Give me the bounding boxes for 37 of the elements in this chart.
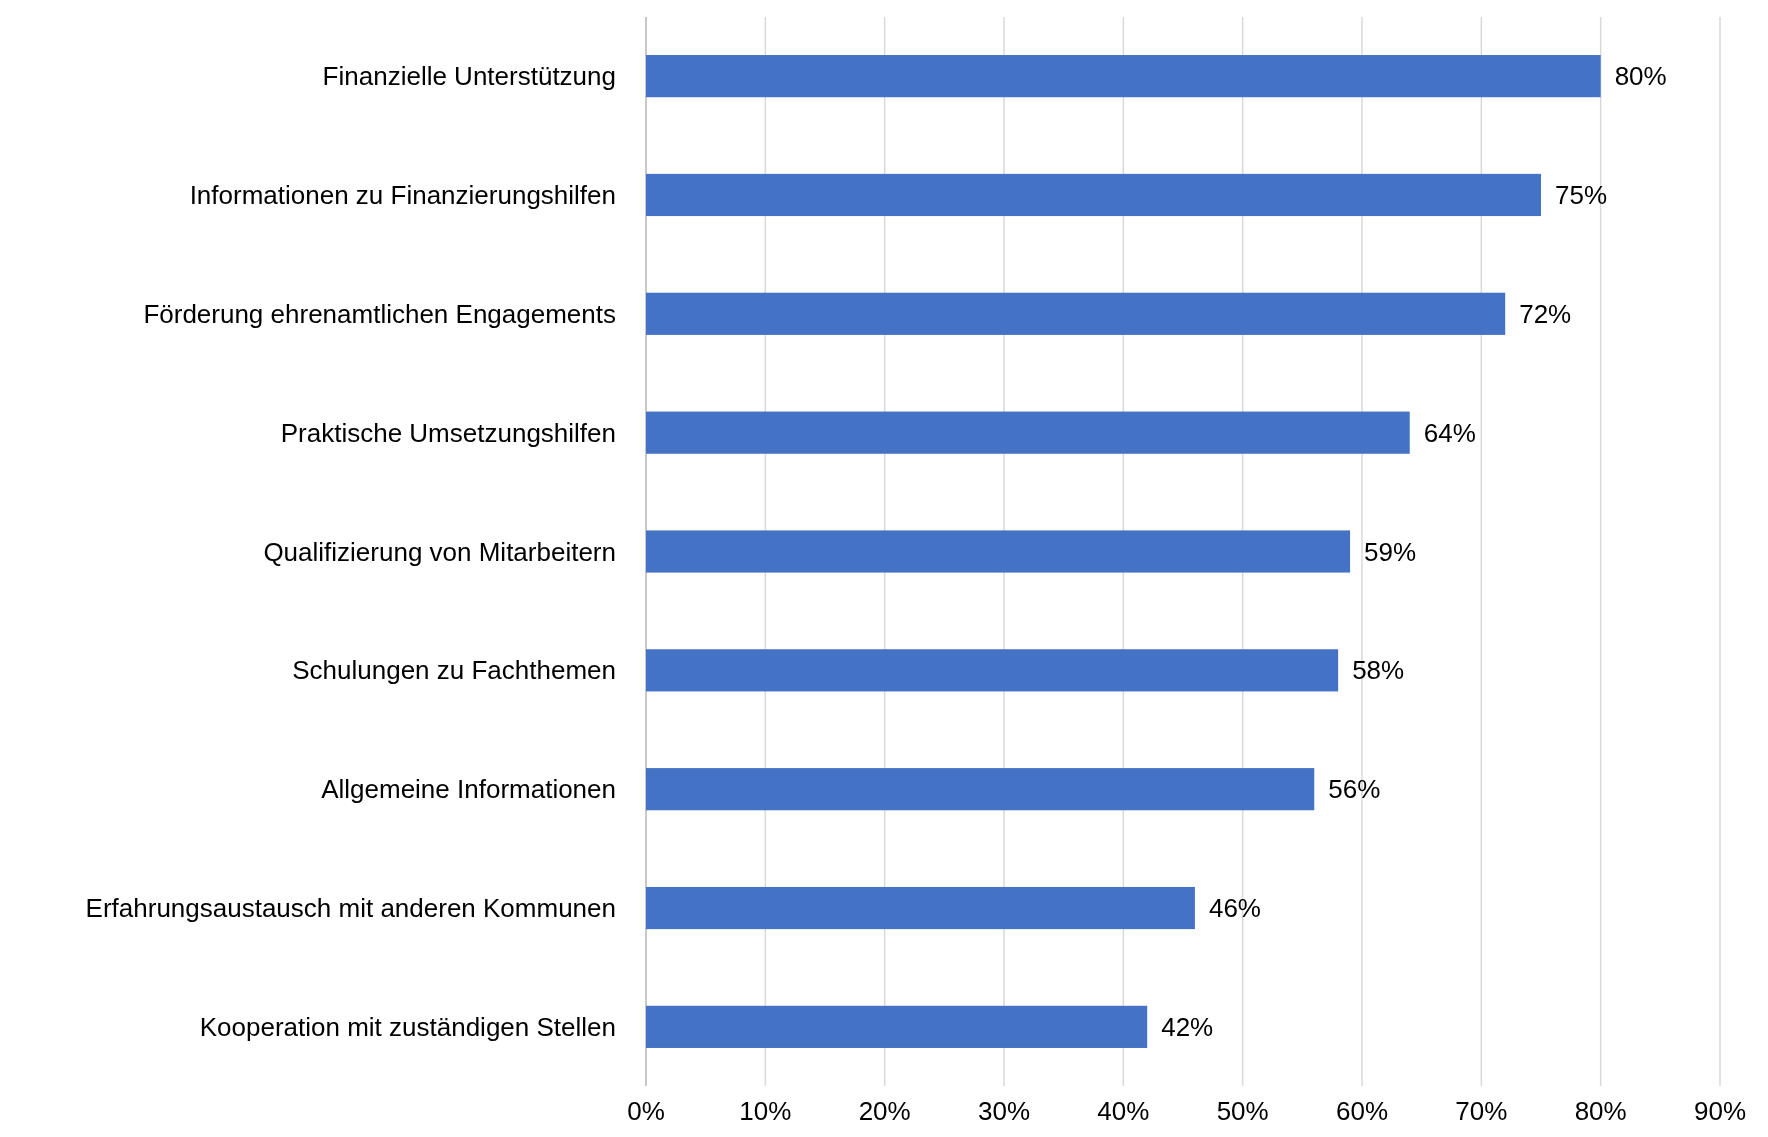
- bar: [646, 292, 1506, 335]
- x-tick-label: 80%: [1574, 1096, 1627, 1126]
- bar: [646, 55, 1601, 98]
- x-tick-label: 60%: [1335, 1096, 1389, 1126]
- data-label: 64%: [1423, 417, 1476, 448]
- data-label: 42%: [1161, 1011, 1214, 1042]
- data-label: 59%: [1364, 536, 1417, 567]
- x-tick-label: 70%: [1455, 1096, 1508, 1126]
- y-tick-label: Qualifizierung von Mitarbeitern: [263, 536, 616, 567]
- y-tick-label: Schulungen zu Fachthemen: [292, 655, 616, 686]
- data-label: 72%: [1519, 298, 1572, 329]
- data-label: 75%: [1555, 180, 1608, 211]
- y-tick-label: Informationen zu Finanzierungshilfen: [189, 180, 616, 211]
- bar: [646, 530, 1351, 573]
- x-tick-label: 20%: [858, 1096, 911, 1126]
- bar: [646, 886, 1195, 930]
- bar: [646, 1005, 1148, 1048]
- x-tick-label: 0%: [627, 1096, 665, 1126]
- data-label: 56%: [1328, 774, 1381, 805]
- data-label: 80%: [1614, 61, 1667, 92]
- x-tick-label: 50%: [1216, 1096, 1269, 1126]
- bar: [646, 649, 1339, 692]
- y-tick-label: Erfahrungsaustausch mit anderen Kommunen: [85, 893, 616, 924]
- bar: [646, 173, 1541, 217]
- x-tick-label: 10%: [739, 1096, 792, 1126]
- data-label: 58%: [1352, 655, 1405, 686]
- y-tick-label: Finanzielle Unterstützung: [322, 61, 616, 92]
- data-label: 46%: [1208, 893, 1261, 924]
- x-tick-label: 40%: [1097, 1096, 1150, 1126]
- x-tick-label: 30%: [977, 1096, 1031, 1126]
- bar: [646, 411, 1410, 454]
- y-tick-label: Förderung ehrenamtlichen Engagements: [143, 298, 616, 329]
- y-tick-label: Praktische Umsetzungshilfen: [280, 417, 616, 448]
- x-tick-label: 90%: [1693, 1096, 1747, 1126]
- y-tick-label: Kooperation mit zuständigen Stellen: [199, 1011, 616, 1042]
- y-tick-label: Allgemeine Informationen: [321, 774, 616, 805]
- bar: [646, 768, 1315, 811]
